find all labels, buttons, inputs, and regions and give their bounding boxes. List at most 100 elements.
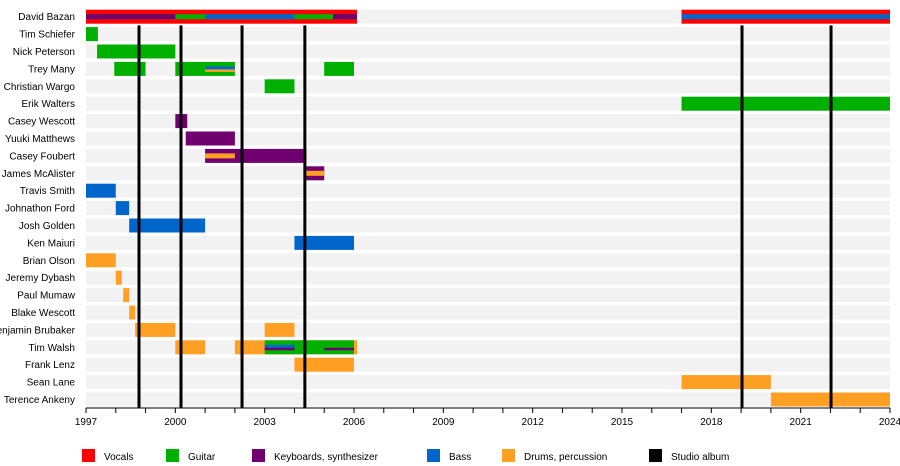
x-tick-label: 2000 (164, 417, 187, 428)
row-background (86, 79, 890, 94)
legend-swatch-vocals (82, 449, 95, 462)
x-tick-label: 1997 (75, 417, 98, 428)
row-background (86, 270, 890, 285)
bar-keyboards (205, 148, 307, 163)
row-background (86, 27, 890, 42)
member-label: Christian Wargo (4, 82, 76, 93)
member-label: Yuuki Matthews (5, 134, 75, 145)
bar-guitar (97, 44, 176, 59)
member-label: Josh Golden (19, 221, 75, 232)
member-label: Nick Peterson (13, 47, 75, 58)
x-tick-label: 2003 (254, 417, 277, 428)
studio-album-line (179, 25, 183, 409)
bar-drums (681, 375, 771, 390)
legend-swatch-guitar (166, 449, 179, 462)
bar-guitar (86, 27, 98, 42)
member-label: Casey Wescott (8, 117, 75, 128)
row-background (86, 218, 890, 233)
legend-label-guitar: Guitar (188, 452, 216, 463)
studio-album-line (137, 25, 141, 409)
member-labels: David Bazan Tim Schiefer Nick Peterson Trey… (0, 12, 76, 406)
row-background (86, 44, 890, 59)
studio-album-line (740, 25, 744, 409)
row-background (86, 340, 890, 355)
row-background (86, 288, 890, 303)
x-tick-label: 2012 (522, 417, 545, 428)
legend-label-keyboards: Keyboards, synthesizer (274, 452, 379, 463)
bar-drums (294, 357, 354, 372)
bar-guitar (681, 96, 890, 111)
bar-bass (205, 66, 235, 72)
legend-swatch-drums (502, 449, 515, 462)
member-label: Ken Maiuri (27, 238, 75, 249)
row-background (86, 253, 890, 268)
legend: Vocals Guitar Keyboards, synthesizer Bass Dr… (82, 449, 729, 463)
member-label: Sean Lane (27, 378, 76, 389)
row-background (86, 131, 890, 146)
member-label: David Bazan (18, 12, 75, 23)
row-background (86, 392, 890, 407)
bar-drums (115, 270, 122, 285)
x-axis: 1997 2000 2003 2006 2009 2012 2015 2018 2021 2024 (75, 407, 900, 428)
bar-bass (129, 218, 206, 233)
x-tick-label: 2006 (343, 417, 366, 428)
row-background (86, 357, 890, 372)
member-label: Paul Mumaw (17, 291, 76, 302)
bar-keyboards (86, 14, 176, 20)
row-background (86, 201, 890, 216)
bar-drums (135, 322, 176, 337)
row-background (86, 183, 890, 198)
bar-keyboards (324, 347, 354, 351)
bar-drums (205, 69, 235, 72)
row-background (86, 322, 890, 337)
legend-swatch-bass (427, 449, 440, 462)
legend-label-album: Studio album (671, 452, 729, 463)
bar-keyboards (333, 14, 357, 20)
bar-guitar (264, 340, 354, 355)
bar-bass (205, 14, 295, 20)
row-background (86, 61, 890, 76)
bar-drums (264, 322, 295, 337)
studio-album-line (240, 25, 244, 409)
bar-bass (86, 183, 116, 198)
legend-label-drums: Drums, percussion (524, 452, 607, 463)
bar-drums (123, 288, 130, 303)
bar-drums (86, 253, 116, 268)
member-label: Blake Wescott (11, 308, 75, 319)
studio-album-lines (137, 25, 833, 409)
bar-drums (304, 170, 325, 176)
x-tick-label: 2009 (432, 417, 455, 428)
bar-bass (681, 14, 890, 20)
row-background (86, 114, 890, 129)
row-background (86, 235, 890, 250)
x-tick-label: 2015 (611, 417, 634, 428)
member-label: Erik Walters (21, 99, 75, 110)
member-label: Casey Foubert (9, 151, 75, 162)
member-label: Johnathon Ford (5, 204, 75, 215)
bar-guitar (264, 79, 295, 94)
row-background (86, 305, 890, 320)
bar-bass (115, 201, 130, 216)
member-label: Tim Walsh (29, 343, 75, 354)
x-tick-label: 2018 (700, 417, 723, 428)
member-label: Tim Schiefer (19, 30, 75, 41)
member-label: Trey Many (28, 64, 75, 75)
studio-album-line (303, 25, 307, 409)
member-label: Brian Olson (23, 256, 75, 267)
studio-album-line (829, 25, 833, 409)
bar-bass (294, 235, 354, 250)
member-label: James McAlister (2, 169, 76, 180)
bar-bass (264, 344, 295, 350)
legend-label-vocals: Vocals (104, 452, 133, 463)
bar-guitar (114, 61, 146, 76)
legend-label-bass: Bass (449, 452, 471, 463)
legend-swatch-album (649, 449, 662, 462)
bar-drums (129, 305, 136, 320)
row-background (86, 166, 890, 181)
bar-drums (175, 340, 206, 355)
legend-swatch-keyboards (252, 449, 265, 462)
bar-guitar (324, 61, 354, 76)
bar-drums (205, 153, 235, 159)
member-label: Jeremy Dybash (6, 273, 75, 284)
